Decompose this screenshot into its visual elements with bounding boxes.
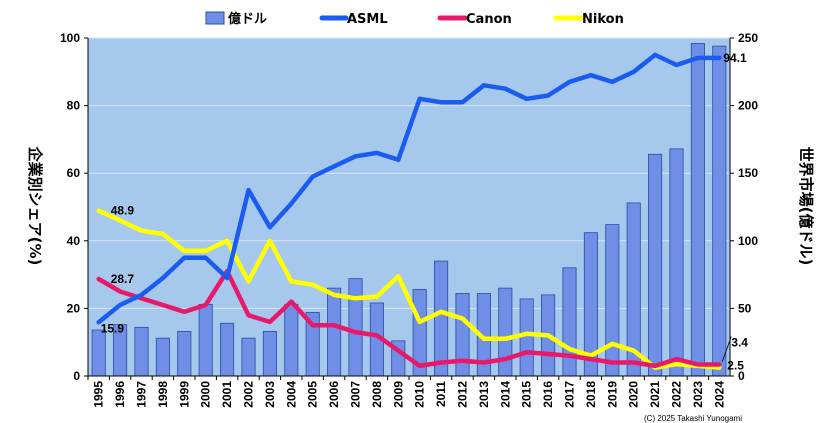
bar (455, 293, 470, 377)
credit-text: (C) 2025 Takashi Yunogami (644, 414, 742, 423)
legend-label-asml: ASML (347, 12, 388, 27)
right-tick-label: 50 (738, 301, 752, 315)
label-nikon-1995: 48.9 (111, 204, 135, 218)
x-tick-label: 2016 (541, 381, 555, 408)
x-tick-label: 2005 (306, 381, 320, 408)
bar (498, 287, 513, 377)
left-tick-label: 0 (73, 369, 80, 383)
bar (198, 303, 213, 377)
x-tick-label: 2014 (498, 381, 512, 408)
bar (91, 329, 106, 377)
data-labels: 48.9 28.7 15.9 94.1 3.4 2.5 (101, 51, 749, 373)
bar (562, 267, 577, 377)
line-series (96, 52, 722, 370)
bar (155, 337, 170, 377)
legend-label-bars: 億ドル (228, 11, 267, 27)
bar (519, 298, 534, 377)
x-tick-label: 2017 (563, 381, 577, 408)
label-canon-1995: 28.7 (111, 272, 135, 286)
left-tick-label: 20 (67, 301, 81, 315)
x-tick-label: 2004 (284, 381, 298, 408)
right-tick-label: 0 (738, 369, 745, 383)
x-tick-label: 2011 (434, 381, 448, 407)
series-line-nikon (96, 208, 722, 370)
bar (690, 43, 705, 377)
bar (134, 326, 149, 377)
x-tick-label: 2013 (477, 381, 491, 408)
x-tick-label: 2001 (220, 381, 234, 408)
left-tick-label: 100 (60, 31, 80, 45)
x-tick-label: 2003 (263, 381, 277, 408)
x-tick-label: 2023 (691, 381, 705, 408)
x-tick-label: 1999 (177, 381, 191, 408)
bar-series (91, 43, 727, 377)
left-tick-label: 80 (67, 99, 81, 113)
x-tick-label: 2018 (584, 381, 598, 408)
x-axis-ticks: 1995 1996 1997 1998 1999 2000 2001 2002 2003 2004… (87, 376, 726, 408)
x-tick-label: 2008 (370, 381, 384, 408)
x-tick-label: 2009 (391, 381, 405, 408)
series-line-canon (96, 268, 722, 369)
x-tick-label: 2019 (605, 381, 619, 408)
x-tick-label: 2022 (670, 381, 684, 408)
leader-line (721, 336, 732, 362)
bar (241, 337, 256, 377)
right-tick-label: 200 (738, 99, 758, 113)
x-tick-label: 1997 (135, 381, 149, 408)
bar (284, 303, 299, 377)
bar (177, 330, 192, 377)
x-tick-label: 1996 (113, 381, 127, 408)
left-tick-label: 60 (67, 166, 81, 180)
x-tick-label: 2007 (349, 381, 363, 408)
right-tick-label: 250 (738, 31, 758, 45)
right-axis-ticks: 0 50 100 150 200 250 (730, 31, 758, 383)
x-tick-label: 2000 (199, 381, 213, 408)
bar (605, 224, 620, 377)
label-asml-2024: 94.1 (723, 51, 747, 65)
legend-swatch-bars (205, 11, 225, 25)
label-nikon-2024: 2.5 (727, 359, 744, 373)
x-tick-label: 2002 (242, 381, 256, 408)
bar (348, 278, 363, 377)
legend: 億ドル ASML Canon Nikon (205, 11, 624, 27)
left-axis-ticks: 0 20 40 60 80 100 (60, 31, 88, 383)
bar (434, 260, 449, 377)
legend-label-canon: Canon (466, 12, 512, 27)
x-tick-label: 2015 (520, 381, 534, 408)
right-axis-title: 世界市場(億ドル) (797, 147, 815, 266)
label-canon-2024: 3.4 (731, 336, 748, 350)
series-line-asml (96, 52, 722, 325)
x-tick-label: 2024 (712, 381, 726, 408)
x-tick-label: 1995 (92, 381, 106, 408)
x-tick-label: 2010 (413, 381, 427, 408)
x-tick-label: 1998 (156, 381, 170, 408)
right-tick-label: 100 (738, 234, 758, 248)
bar (262, 330, 277, 377)
bar (220, 322, 235, 377)
bar (327, 287, 342, 377)
bar (712, 45, 727, 377)
plot-area (88, 38, 730, 376)
x-tick-label: 2012 (456, 381, 470, 408)
right-tick-label: 150 (738, 166, 758, 180)
x-tick-label: 2021 (648, 381, 662, 408)
bar (648, 153, 663, 377)
left-tick-label: 40 (67, 234, 81, 248)
left-axis-title: 企業別シェア(%) (26, 146, 44, 266)
x-tick-label: 2006 (327, 381, 341, 408)
bar (669, 148, 684, 377)
x-tick-label: 2020 (627, 381, 641, 408)
label-asml-1995: 15.9 (101, 321, 125, 335)
legend-label-nikon: Nikon (582, 12, 624, 27)
